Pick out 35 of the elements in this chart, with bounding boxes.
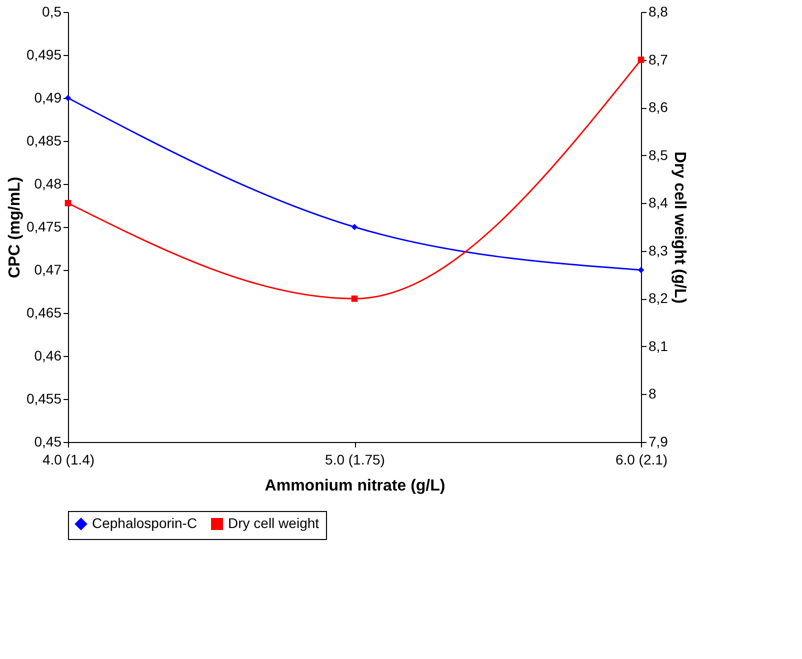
point [351,224,358,230]
y-tick-label: 0,455 [26,390,62,406]
y-tick-label: 0,48 [34,176,62,192]
y2-tick-label: 8,8 [648,4,668,20]
x-tick-label: 4.0 (1.4) [42,452,95,468]
y2-axis-title: Dry cell weight (g/L) [670,151,688,304]
y-tick-label: 0,47 [34,262,62,278]
y-tick-label: 0,475 [26,218,62,234]
y2-tick-label: 8,7 [648,51,668,68]
y2-tick-label: 8,1 [648,338,668,354]
legend-label: Cephalosporin-C [92,515,198,531]
y2-tick-label: 8,5 [648,146,668,163]
y2-tick-label: 8,6 [648,99,668,116]
point [64,94,72,102]
y-tick-label: 0,465 [26,304,62,320]
y-tick-label: 0,5 [42,4,62,20]
x-tick-label: 5.0 (1.75) [325,452,385,468]
point [638,266,644,274]
y2-tick-label: 8,4 [648,194,668,211]
point [351,296,358,302]
y2-tick-label: 8,3 [648,242,668,258]
legend-label: Dry cell weight [228,515,320,531]
y2-tick-label: 8,2 [648,290,668,306]
y2-tick-label: 8 [648,386,656,402]
point [638,56,644,63]
x-axis-title: Ammonium nitrate (g/L) [264,478,446,494]
y-tick-label: 0,49 [34,90,62,106]
point [64,200,72,206]
y2-tick-label: 7,9 [648,434,668,450]
y-tick-label: 0,46 [34,348,62,364]
y-axis-title: CPC (mg/mL) [6,176,24,278]
y-tick-label: 0,485 [26,132,62,148]
y-tick-label: 0,45 [34,434,62,450]
x-tick-label: 6.0 (2.1) [615,452,668,468]
y-tick-label: 0,495 [26,46,62,62]
